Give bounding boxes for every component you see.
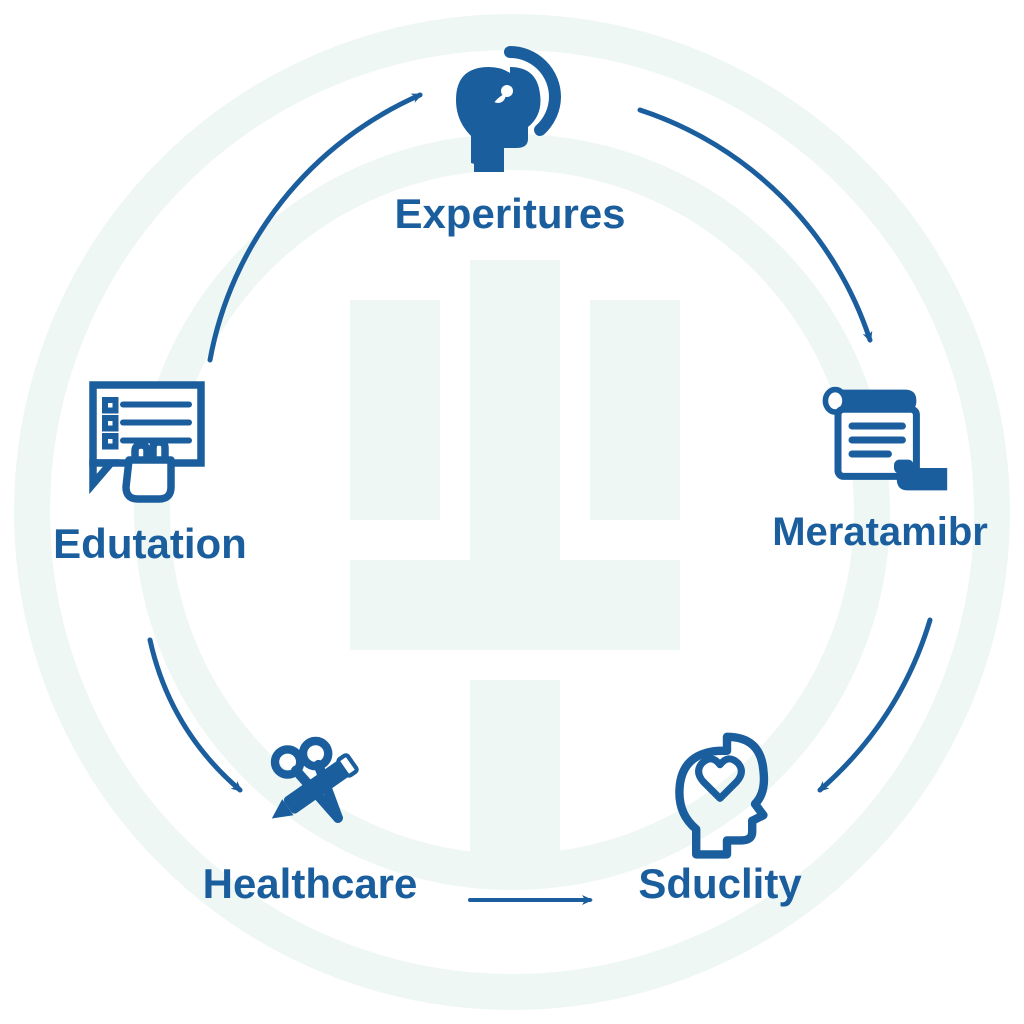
- node-sduclity: Sduclity: [600, 720, 840, 908]
- diagram-stage: Experitures Meratamibr: [0, 0, 1024, 1024]
- node-edutation: Edutation: [20, 370, 280, 568]
- checklist-hand-icon: [20, 370, 280, 520]
- head-heart-icon: [600, 720, 840, 860]
- node-label-sduclity: Sduclity: [600, 860, 840, 908]
- arrow-experitures-to-meratamibr: [640, 110, 870, 340]
- node-label-healthcare: Healthcare: [180, 860, 440, 908]
- node-label-experitures: Experitures: [380, 190, 640, 238]
- node-label-meratamibr: Meratamibr: [750, 510, 1010, 555]
- head-profile-icon: [380, 40, 640, 190]
- scissors-pen-icon: [180, 720, 440, 860]
- node-label-edutation: Edutation: [20, 520, 280, 568]
- node-meratamibr: Meratamibr: [750, 370, 1010, 555]
- node-healthcare: Healthcare: [180, 720, 440, 908]
- scroll-hand-icon: [750, 370, 1010, 510]
- node-experitures: Experitures: [380, 40, 640, 238]
